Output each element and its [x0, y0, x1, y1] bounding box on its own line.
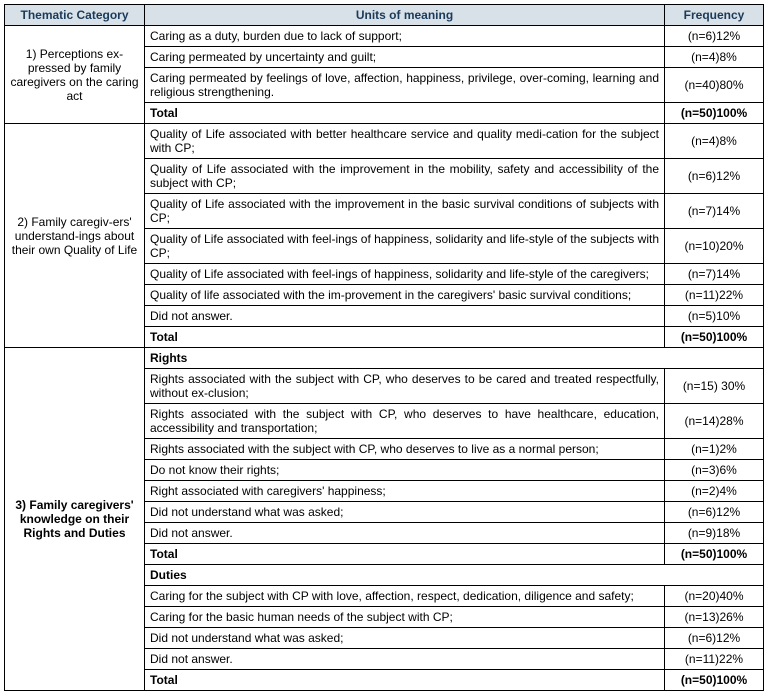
header-thematic: Thematic Category: [5, 5, 145, 26]
freq-cell: (n=1)2%: [665, 439, 764, 460]
units-cell: Rights associated with the subject with …: [145, 369, 665, 404]
thematic-table: Thematic Category Units of meaning Frequ…: [4, 4, 764, 691]
total-label: Total: [145, 327, 665, 348]
total-freq: (n=50)100%: [665, 103, 764, 124]
freq-cell: (n=13)26%: [665, 607, 764, 628]
total-freq: (n=50)100%: [665, 327, 764, 348]
freq-cell: (n=11)22%: [665, 285, 764, 306]
units-cell: Did not answer.: [145, 649, 665, 670]
freq-cell: (n=14)28%: [665, 404, 764, 439]
freq-cell: (n=40)80%: [665, 68, 764, 103]
freq-cell: (n=7)14%: [665, 264, 764, 285]
units-cell: Quality of Life associated with better h…: [145, 124, 665, 159]
units-cell: Quality of life associated with the im-p…: [145, 285, 665, 306]
freq-cell: (n=2)4%: [665, 481, 764, 502]
total-label: Total: [145, 544, 665, 565]
rights-header: Rights: [145, 348, 764, 369]
units-cell: Do not know their rights;: [145, 460, 665, 481]
total-label: Total: [145, 103, 665, 124]
units-cell: Rights associated with the subject with …: [145, 404, 665, 439]
category-2-title: 2) Family caregiv-ers' understand-ings a…: [5, 124, 145, 348]
header-row: Thematic Category Units of meaning Frequ…: [5, 5, 764, 26]
freq-cell: (n=11)22%: [665, 649, 764, 670]
header-units: Units of meaning: [145, 5, 665, 26]
total-freq: (n=50)100%: [665, 670, 764, 691]
units-cell: Caring for the subject with CP with love…: [145, 586, 665, 607]
units-cell: Caring permeated by uncertainty and guil…: [145, 47, 665, 68]
header-frequency: Frequency: [665, 5, 764, 26]
units-cell: Did not answer.: [145, 523, 665, 544]
freq-cell: (n=6)12%: [665, 26, 764, 47]
freq-cell: (n=15) 30%: [665, 369, 764, 404]
freq-cell: (n=10)20%: [665, 229, 764, 264]
freq-cell: (n=20)40%: [665, 586, 764, 607]
freq-cell: (n=6)12%: [665, 628, 764, 649]
units-cell: Rights associated with the subject with …: [145, 439, 665, 460]
units-cell: Quality of Life associated with feel-ing…: [145, 264, 665, 285]
units-cell: Quality of Life associated with feel-ing…: [145, 229, 665, 264]
table-row: 2) Family caregiv-ers' understand-ings a…: [5, 124, 764, 159]
units-cell: Did not understand what was asked;: [145, 502, 665, 523]
category-3-title: 3) Family caregivers' knowledge on their…: [5, 348, 145, 691]
freq-cell: (n=6)12%: [665, 159, 764, 194]
units-cell: Did not understand what was asked;: [145, 628, 665, 649]
table-row: 1) Perceptions ex-pressed by family care…: [5, 26, 764, 47]
units-cell: Quality of Life associated with the impr…: [145, 159, 665, 194]
units-cell: Caring for the basic human needs of the …: [145, 607, 665, 628]
units-cell: Did not answer.: [145, 306, 665, 327]
units-cell: Caring as a duty, burden due to lack of …: [145, 26, 665, 47]
units-cell: Right associated with caregivers' happin…: [145, 481, 665, 502]
total-label: Total: [145, 670, 665, 691]
total-freq: (n=50)100%: [665, 544, 764, 565]
freq-cell: (n=7)14%: [665, 194, 764, 229]
freq-cell: (n=9)18%: [665, 523, 764, 544]
units-cell: Quality of Life associated with the impr…: [145, 194, 665, 229]
freq-cell: (n=6)12%: [665, 502, 764, 523]
units-cell: Caring permeated by feelings of love, af…: [145, 68, 665, 103]
freq-cell: (n=5)10%: [665, 306, 764, 327]
freq-cell: (n=4)8%: [665, 124, 764, 159]
rights-header-row: 3) Family caregivers' knowledge on their…: [5, 348, 764, 369]
freq-cell: (n=3)6%: [665, 460, 764, 481]
category-1-title: 1) Perceptions ex-pressed by family care…: [5, 26, 145, 124]
duties-header: Duties: [145, 565, 764, 586]
freq-cell: (n=4)8%: [665, 47, 764, 68]
